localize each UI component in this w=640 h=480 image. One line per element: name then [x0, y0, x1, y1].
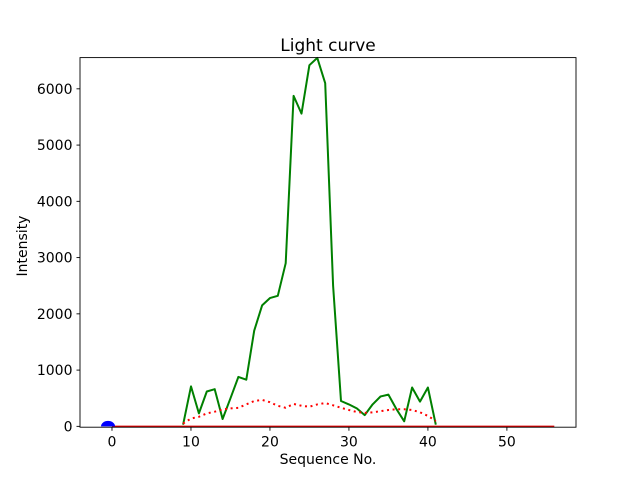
x-tick-label: 10: [182, 435, 200, 451]
y-tick-label: 2000: [37, 307, 73, 323]
start-marker-marker: [101, 420, 116, 427]
chart-title: Light curve: [280, 36, 376, 56]
y-tick-label: 3000: [37, 251, 73, 267]
reference-curve-line: [182, 398, 437, 425]
x-tick-label: 0: [108, 435, 117, 451]
light-curve-line: [182, 56, 437, 425]
y-tick-label: 1000: [37, 363, 73, 379]
x-tick-label: 50: [498, 435, 516, 451]
y-tick-label: 6000: [37, 82, 73, 98]
x-tick-label: 40: [419, 435, 437, 451]
y-tick-label: 5000: [37, 138, 73, 154]
x-axis-label: Sequence No.: [279, 452, 377, 468]
x-tick-label: 30: [340, 435, 358, 451]
x-tick-label: 20: [261, 435, 279, 451]
y-tick-label: 0: [64, 419, 73, 435]
y-tick-label: 4000: [37, 194, 73, 210]
axes-frame: [79, 57, 577, 428]
